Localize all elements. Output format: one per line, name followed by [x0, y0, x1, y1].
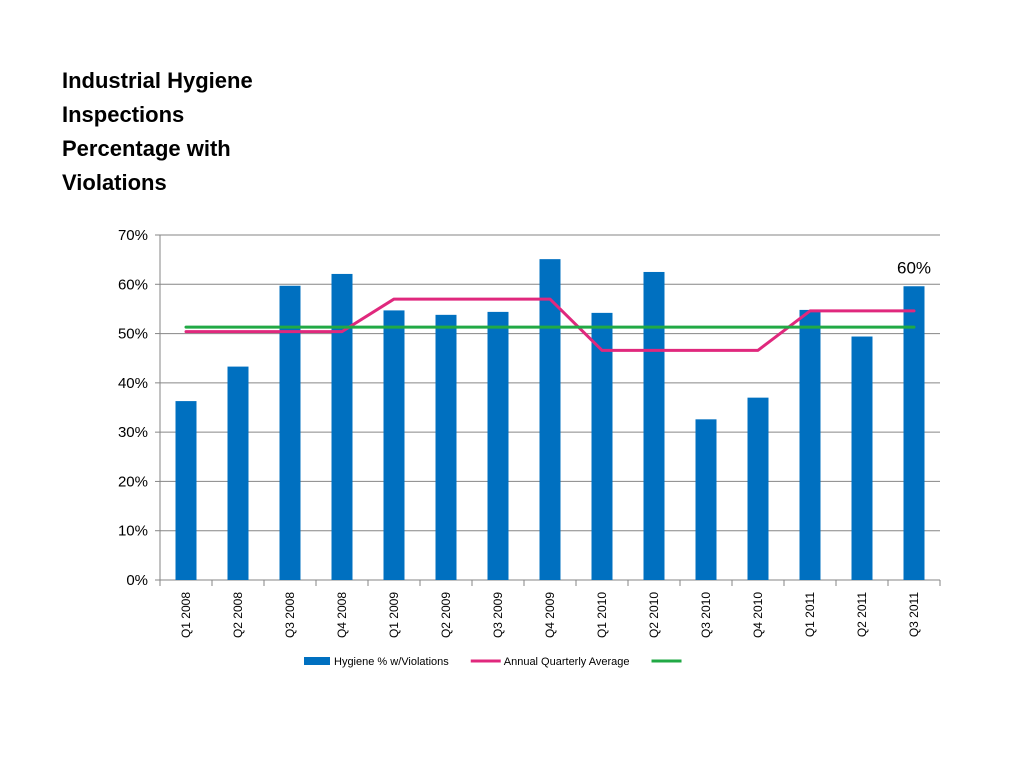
- x-tick-label: Q1 2009: [387, 592, 401, 638]
- bar: [591, 312, 613, 580]
- x-tick-label: Q1 2008: [179, 592, 193, 638]
- y-tick-label: 10%: [118, 523, 148, 540]
- chart-title-line: Inspections: [62, 102, 185, 127]
- y-tick-label: 70%: [118, 227, 148, 244]
- x-tick-label: Q3 2009: [491, 592, 505, 638]
- bar: [487, 311, 509, 580]
- bar: [331, 273, 353, 580]
- chart-title-line: Violations: [62, 170, 167, 195]
- bar: [747, 397, 769, 580]
- y-tick-label: 40%: [118, 375, 148, 392]
- data-label: 60%: [897, 258, 931, 277]
- legend-swatch: [304, 657, 330, 665]
- x-tick-label: Q4 2008: [335, 592, 349, 638]
- series-line: [184, 297, 916, 352]
- chart-title-line: Industrial Hygiene: [62, 68, 253, 93]
- x-tick-label: Q1 2011: [803, 592, 817, 637]
- x-tick-label: Q2 2011: [855, 592, 869, 637]
- chart-title: Industrial Hygiene Inspections Percentag…: [62, 64, 322, 200]
- bar: [435, 314, 457, 580]
- x-tick-label: Q3 2010: [699, 592, 713, 638]
- bar: [175, 401, 197, 580]
- bar: [227, 366, 249, 580]
- bar: [903, 286, 925, 580]
- bar: [799, 309, 821, 580]
- bar: [643, 271, 665, 580]
- x-tick-label: Q3 2011: [907, 592, 921, 637]
- x-tick-label: Q2 2008: [231, 592, 245, 638]
- x-tick-label: Q1 2010: [595, 592, 609, 638]
- bar: [695, 419, 717, 580]
- x-tick-label: Q2 2009: [439, 592, 453, 638]
- y-tick-label: 50%: [118, 326, 148, 343]
- bar: [383, 310, 405, 580]
- x-tick-label: Q4 2010: [751, 592, 765, 638]
- legend-label: Annual Quarterly Average: [504, 656, 630, 668]
- bar: [279, 285, 301, 580]
- legend-label: Hygiene % w/Violations: [334, 656, 449, 668]
- bar: [539, 259, 561, 580]
- chart-title-line: Percentage with: [62, 136, 231, 161]
- bar: [851, 336, 873, 580]
- y-tick-label: 0%: [126, 572, 148, 589]
- x-tick-label: Q3 2008: [283, 592, 297, 638]
- y-tick-label: 20%: [118, 473, 148, 490]
- x-tick-label: Q2 2010: [647, 592, 661, 638]
- y-tick-label: 60%: [118, 276, 148, 293]
- y-tick-label: 30%: [118, 424, 148, 441]
- x-tick-label: Q4 2009: [543, 592, 557, 638]
